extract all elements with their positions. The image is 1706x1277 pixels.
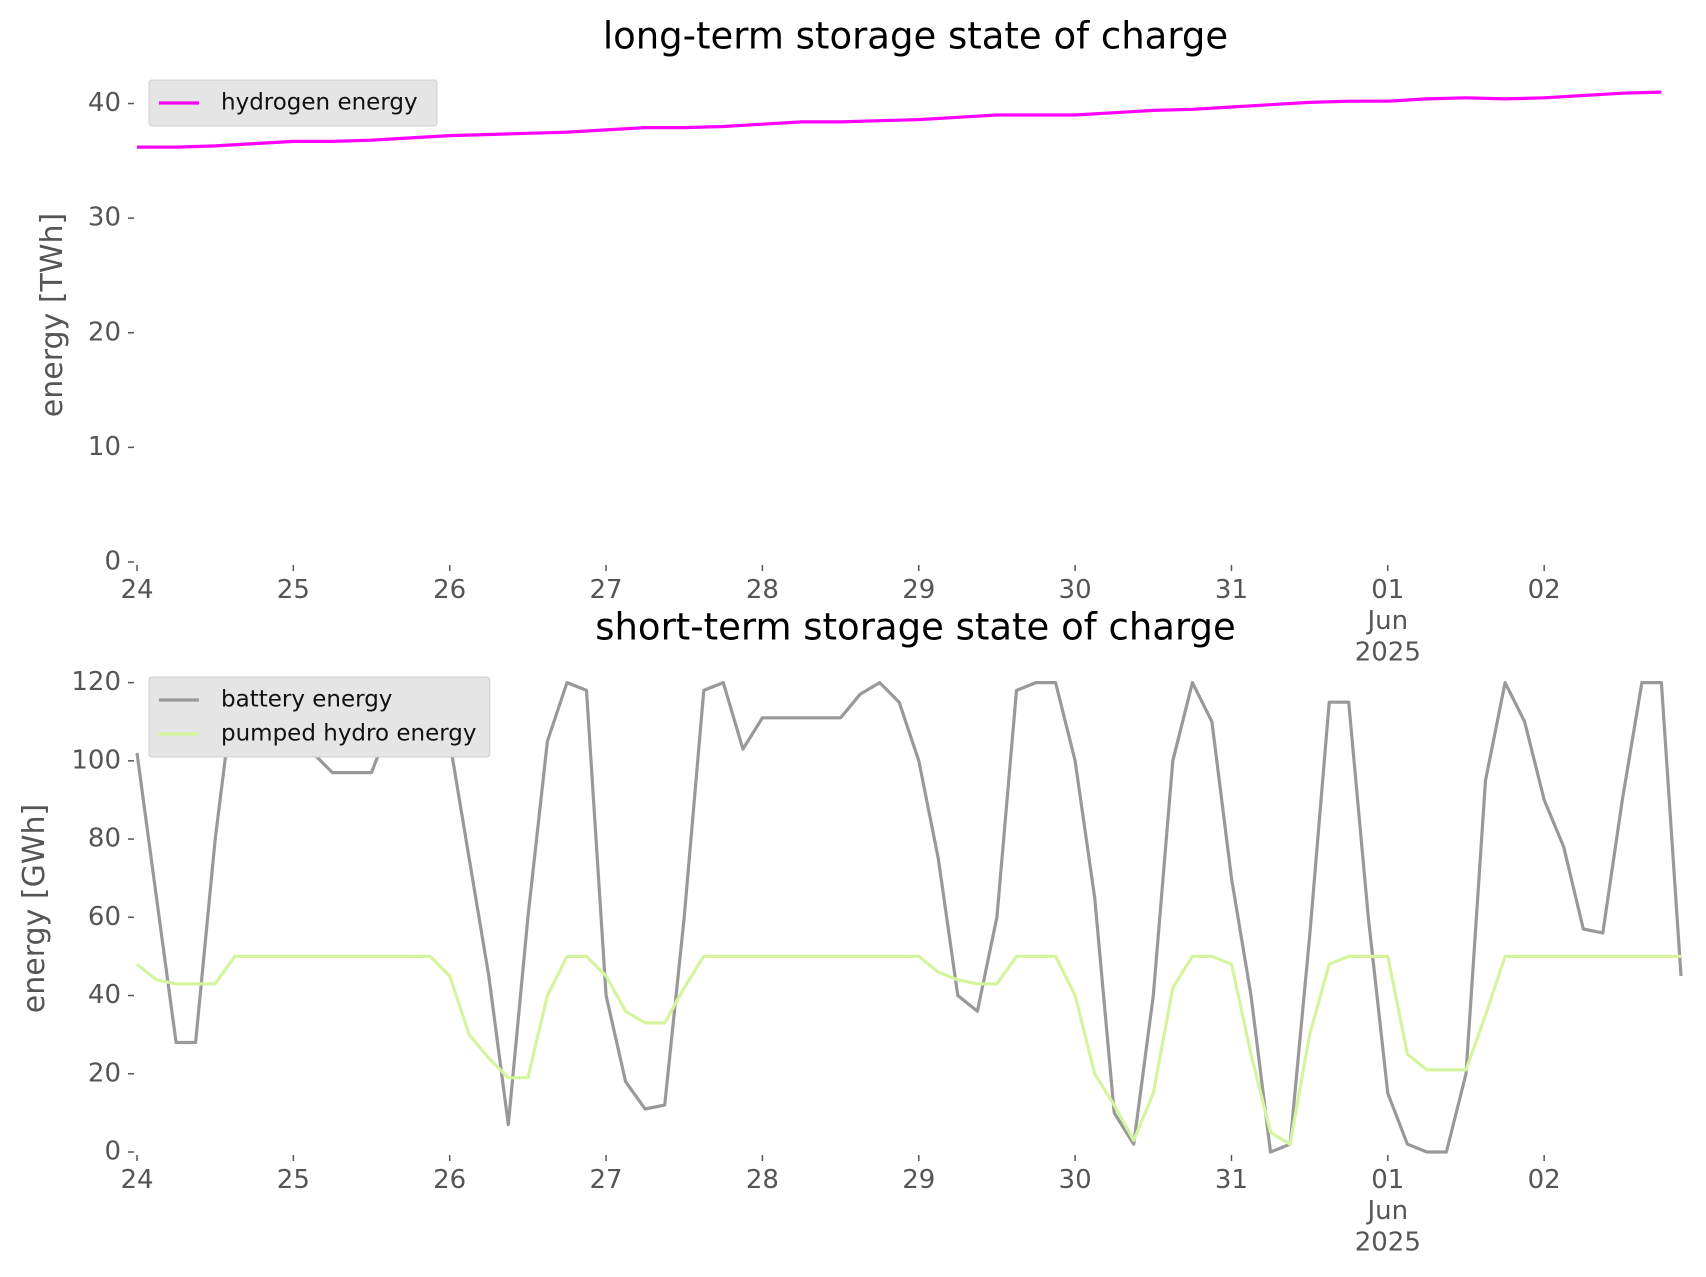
x-tick-label: 02: [1528, 575, 1561, 605]
y-tick-label: 60: [88, 902, 121, 932]
legend-label: battery energy: [221, 687, 392, 713]
x-tick-label: 24: [120, 575, 153, 605]
x-tick-label: 26: [433, 1165, 466, 1195]
y-tick-label: 20: [88, 1058, 121, 1088]
y-tick-label: 40: [88, 88, 121, 118]
x-tick-label: 27: [590, 1165, 623, 1195]
legend-label: pumped hydro energy: [221, 721, 477, 747]
chart-title: long-term storage state of charge: [603, 15, 1228, 58]
x-tick-label: 25: [277, 1165, 310, 1195]
legend-box: [148, 676, 491, 758]
y-tick-label: 80: [88, 824, 121, 854]
x-tick-label: 02: [1528, 1165, 1561, 1195]
y-tick-label: 0: [104, 547, 121, 577]
y-tick-label: 120: [71, 667, 121, 697]
x-tick-label: 01 Jun 2025: [1355, 575, 1421, 667]
x-tick-label: 28: [746, 1165, 779, 1195]
chart-title: short-term storage state of charge: [595, 606, 1236, 649]
y-tick-label: 0: [104, 1137, 121, 1167]
legend: battery energy pumped hydro energy: [148, 676, 491, 758]
x-tick-label: 01 Jun 2025: [1355, 1165, 1421, 1257]
series-line: [137, 90, 1662, 149]
legend: hydrogen energy: [148, 79, 438, 127]
y-tick-label: 30: [88, 203, 121, 233]
y-axis-label: energy [TWh]: [35, 213, 70, 417]
y-tick-label: 20: [88, 317, 121, 347]
series-line: [135, 954, 1681, 1146]
x-tick-label: 26: [433, 575, 466, 605]
x-tick-label: 29: [902, 575, 935, 605]
x-tick-label: 31: [1215, 575, 1248, 605]
y-axis-label: energy [GWh]: [17, 804, 52, 1013]
y-tick-label: 100: [71, 745, 121, 775]
x-tick-label: 24: [120, 1165, 153, 1195]
legend-box: [148, 79, 438, 127]
legend-label: hydrogen energy: [221, 90, 418, 116]
x-tick-label: 30: [1059, 575, 1092, 605]
x-tick-label: 27: [590, 575, 623, 605]
x-tick-label: 29: [902, 1165, 935, 1195]
x-tick-label: 25: [277, 575, 310, 605]
y-tick-label: 40: [88, 980, 121, 1010]
x-tick-label: 30: [1059, 1165, 1092, 1195]
x-tick-label: 28: [746, 575, 779, 605]
y-tick-label: 10: [88, 432, 121, 462]
x-tick-label: 31: [1215, 1165, 1248, 1195]
